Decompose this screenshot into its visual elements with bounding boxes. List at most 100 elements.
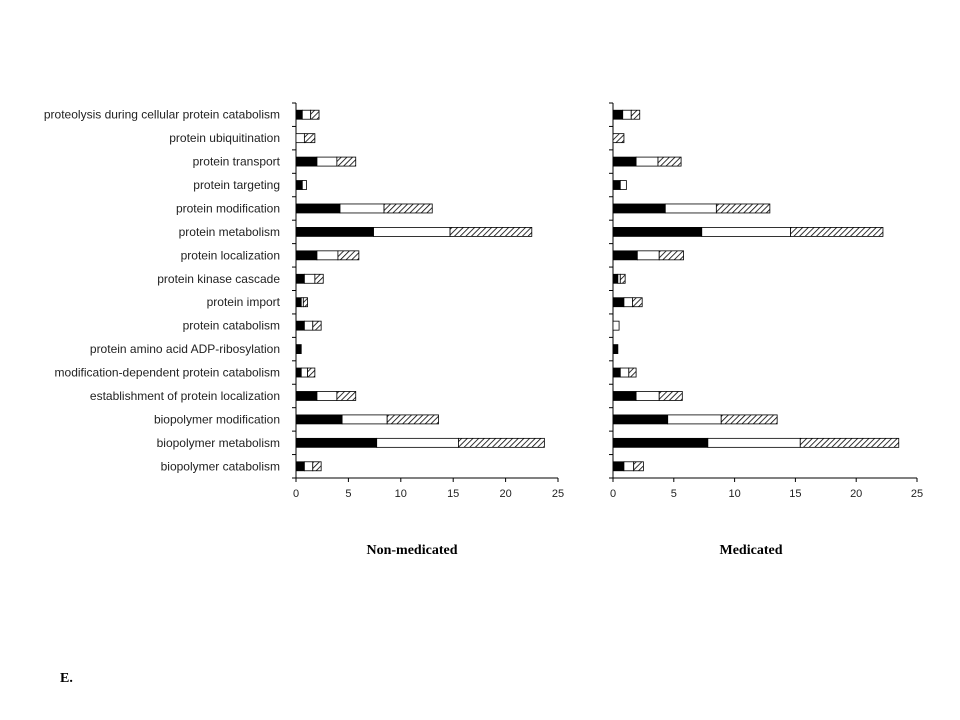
bar-segment-solid-proteolysis-during-cellular-protein-catabolism — [295, 109, 303, 120]
bar-segment-hatched-protein-import — [632, 297, 643, 308]
bar-segment-hatched-protein-kinase-cascade — [619, 273, 626, 284]
category-label-biopolymer-metabolism: biopolymer metabolism — [157, 436, 280, 450]
bar-segment-hatched-modification-dependent-protein-catabolism — [628, 367, 637, 378]
chart-title-medicated: Medicated — [720, 543, 783, 558]
x-tick-label: 0 — [293, 488, 299, 500]
bar-segment-hatched-proteolysis-during-cellular-protein-catabolism — [310, 109, 320, 120]
bar-segment-solid-establishment-of-protein-localization — [295, 391, 318, 401]
bar-segment-white-protein-ubiquitination — [295, 133, 305, 144]
category-label-modification-dependent-protein-catabolism: modification-dependent protein catabolis… — [55, 366, 280, 380]
bar-segment-solid-protein-targeting — [612, 180, 621, 190]
x-tick-label: 0 — [610, 488, 616, 500]
x-tick-label: 5 — [345, 488, 351, 500]
category-label-proteolysis-during-cellular-protein-catabolism: proteolysis during cellular protein cata… — [44, 108, 280, 122]
bar-segment-solid-modification-dependent-protein-catabolism — [612, 367, 621, 378]
bar-segment-white-establishment-of-protein-localization — [316, 391, 338, 401]
bar-segment-solid-protein-targeting — [295, 180, 303, 190]
bar-segment-hatched-protein-transport — [657, 156, 682, 167]
x-tick-label: 5 — [671, 488, 677, 500]
bar-segment-white-proteolysis-during-cellular-protein-catabolism — [622, 109, 632, 120]
bar-segment-white-protein-modification — [339, 203, 385, 214]
bar-segment-hatched-protein-modification — [383, 203, 433, 214]
bar-segment-hatched-protein-modification — [715, 203, 771, 214]
category-label-protein-metabolism: protein metabolism — [179, 225, 280, 239]
bar-segment-white-protein-catabolism — [612, 320, 620, 331]
bar-segment-solid-establishment-of-protein-localization — [612, 391, 637, 401]
bar-segment-white-proteolysis-during-cellular-protein-catabolism — [301, 109, 312, 120]
figure-label: E. — [60, 671, 73, 686]
bar-segment-solid-protein-transport — [612, 156, 637, 167]
bar-segment-white-protein-modification — [664, 203, 717, 214]
bar-segment-solid-protein-amino-acid-adp-ribosylation — [612, 344, 619, 354]
bar-segment-hatched-protein-localization — [658, 250, 684, 261]
category-label-protein-modification: protein modification — [176, 201, 280, 215]
bar-segment-hatched-protein-import — [302, 297, 308, 308]
bar-segment-white-protein-transport — [316, 156, 338, 167]
bar-segment-white-modification-dependent-protein-catabolism — [300, 367, 308, 378]
bar-segment-white-protein-catabolism — [303, 320, 314, 331]
bar-segment-solid-biopolymer-metabolism — [612, 437, 709, 448]
bar-segment-white-protein-kinase-cascade — [303, 273, 316, 284]
bar-segment-hatched-protein-metabolism — [449, 227, 533, 237]
bar-segment-solid-protein-transport — [295, 156, 318, 167]
bar-segment-solid-protein-kinase-cascade — [612, 273, 619, 284]
category-label-protein-catabolism: protein catabolism — [183, 319, 280, 333]
bar-segment-hatched-biopolymer-catabolism — [633, 461, 644, 472]
bar-segment-white-biopolymer-catabolism — [303, 461, 314, 472]
bar-segment-hatched-protein-ubiquitination — [303, 133, 316, 144]
bar-segment-hatched-biopolymer-metabolism — [458, 437, 545, 448]
bar-segment-hatched-establishment-of-protein-localization — [658, 391, 683, 401]
bar-segment-solid-protein-kinase-cascade — [295, 273, 305, 284]
bar-segment-white-protein-metabolism — [701, 227, 791, 237]
bar-segment-white-biopolymer-metabolism — [707, 437, 801, 448]
bar-segment-solid-biopolymer-catabolism — [612, 461, 625, 472]
bar-segment-solid-proteolysis-during-cellular-protein-catabolism — [612, 109, 624, 120]
chart-medicated: 0 5 10 15 20 25 Medicated — [609, 102, 923, 558]
category-label-protein-amino-acid-adp-ribosylation: protein amino acid ADP-ribosylation — [90, 342, 280, 356]
bar-segment-solid-protein-metabolism — [612, 227, 703, 237]
category-label-establishment-of-protein-localization: establishment of protein localization — [90, 389, 280, 403]
bar-segment-solid-biopolymer-metabolism — [295, 437, 378, 448]
chart-title-non-medicated: Non-medicated — [367, 543, 458, 558]
bar-segment-solid-protein-modification — [612, 203, 666, 214]
bar-segment-solid-biopolymer-catabolism — [295, 461, 305, 472]
bar-segment-solid-protein-import — [612, 297, 625, 308]
category-label-protein-kinase-cascade: protein kinase cascade — [157, 272, 280, 286]
bar-segment-solid-modification-dependent-protein-catabolism — [295, 367, 302, 378]
bar-segment-hatched-protein-catabolism — [312, 320, 322, 331]
bar-segment-hatched-biopolymer-modification — [720, 414, 778, 425]
category-label-protein-localization: protein localization — [181, 248, 280, 262]
chart-non-medicated: 0 5 10 15 20 25 proteolysis during cellular pr… — [44, 102, 564, 558]
bar-segment-hatched-protein-localization — [337, 250, 360, 261]
bar-segment-white-biopolymer-modification — [341, 414, 388, 425]
bar-segment-white-protein-transport — [635, 156, 659, 167]
x-tick-label: 10 — [728, 488, 740, 500]
bar-segment-solid-protein-localization — [295, 250, 318, 261]
bar-segment-white-establishment-of-protein-localization — [635, 391, 660, 401]
bar-segment-white-protein-localization — [316, 250, 339, 261]
bar-segment-white-modification-dependent-protein-catabolism — [619, 367, 630, 378]
bar-segment-white-protein-localization — [636, 250, 660, 261]
bar-segment-hatched-establishment-of-protein-localization — [336, 391, 357, 401]
bar-segment-solid-protein-import — [295, 297, 302, 308]
bar-segment-hatched-biopolymer-metabolism — [799, 437, 900, 448]
bar-segment-hatched-modification-dependent-protein-catabolism — [307, 367, 316, 378]
x-tick-label: 25 — [552, 488, 564, 500]
bar-segment-solid-protein-catabolism — [295, 320, 305, 331]
category-label-biopolymer-catabolism: biopolymer catabolism — [161, 459, 280, 473]
x-tick-label: 15 — [447, 488, 459, 500]
bar-segment-solid-protein-metabolism — [295, 227, 374, 237]
category-label-protein-import: protein import — [207, 295, 281, 309]
x-tick-label: 10 — [395, 488, 407, 500]
bar-segment-white-protein-metabolism — [373, 227, 451, 237]
category-label-protein-transport: protein transport — [193, 155, 281, 169]
bar-segment-solid-biopolymer-modification — [612, 414, 669, 425]
bar-segment-hatched-protein-kinase-cascade — [314, 273, 324, 284]
bar-segment-hatched-biopolymer-catabolism — [312, 461, 322, 472]
bar-segment-white-protein-targeting — [619, 180, 627, 190]
bar-segment-white-biopolymer-modification — [667, 414, 722, 425]
x-tick-label: 25 — [911, 488, 923, 500]
category-label-biopolymer-modification: biopolymer modification — [154, 412, 280, 426]
bar-segment-white-protein-import — [623, 297, 633, 308]
